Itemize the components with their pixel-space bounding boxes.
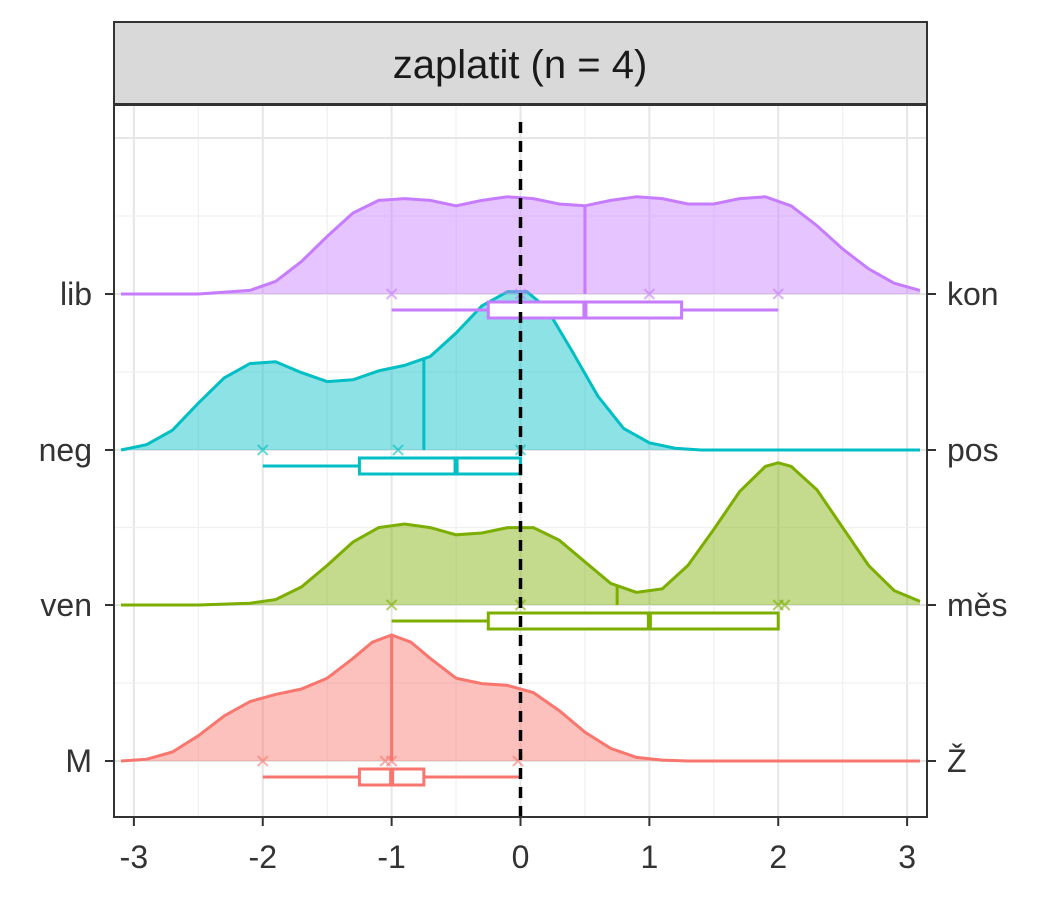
y-label-right: Ž — [947, 743, 967, 779]
density-line — [121, 195, 921, 296]
y-label-left: M — [65, 743, 92, 779]
data-point — [385, 755, 398, 767]
data-point — [778, 599, 791, 611]
y-label-right: kon — [947, 276, 999, 312]
data-point — [257, 444, 269, 456]
box-body — [486, 611, 780, 631]
data-point — [392, 444, 404, 456]
data-point — [385, 599, 398, 611]
x-tick-label: 1 — [640, 839, 658, 875]
chart-title: zaplatit (n = 4) — [393, 43, 648, 87]
x-tick-label: -3 — [120, 839, 148, 875]
y-label-left: neg — [39, 432, 92, 468]
box-body — [357, 456, 522, 476]
x-tick-label: -1 — [377, 839, 405, 875]
x-tick-label: -2 — [249, 839, 277, 875]
density-line — [120, 633, 920, 763]
strip-background — [113, 21, 928, 105]
y-label-right: měs — [947, 587, 1007, 623]
data-point — [772, 288, 784, 300]
density-line — [121, 461, 921, 607]
y-label-right: pos — [947, 432, 999, 468]
y-label-left: ven — [40, 587, 92, 623]
data-point — [643, 288, 656, 300]
y-label-left: lib — [60, 276, 92, 312]
x-tick-label: 3 — [898, 839, 916, 875]
density-area — [121, 462, 920, 605]
density-line — [120, 290, 920, 452]
data-point — [257, 755, 269, 767]
data-point — [385, 288, 398, 300]
ridge-series-ven — [121, 461, 921, 631]
x-tick-label: 2 — [769, 839, 787, 875]
x-tick-label: 0 — [512, 839, 530, 875]
